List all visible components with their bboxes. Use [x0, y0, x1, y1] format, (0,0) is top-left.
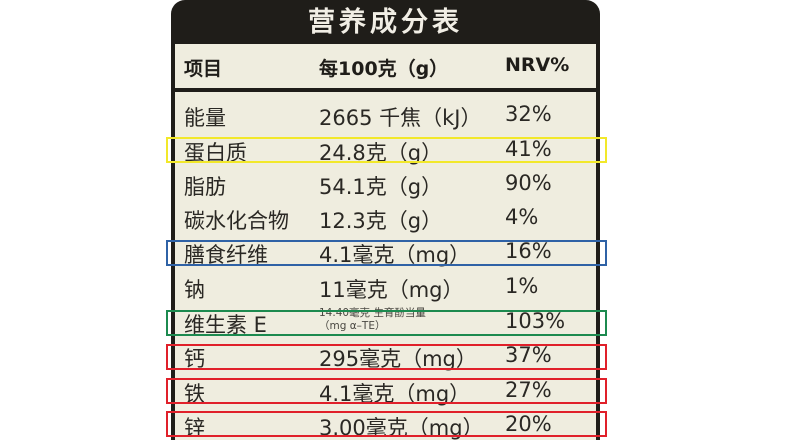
row-nrv: 4% [505, 205, 539, 229]
row-nrv: 27% [505, 378, 552, 402]
row-item: 铁 [184, 382, 205, 406]
row-amount: 4.1毫克（mg） [319, 243, 471, 267]
table-row: 蛋白质 24.8克（g） 41% [175, 133, 596, 167]
row-amount: 12.3克（g） [319, 209, 443, 233]
row-item: 蛋白质 [184, 141, 247, 165]
row-nrv: 1% [505, 274, 539, 298]
row-nrv: 41% [505, 137, 552, 161]
row-item: 脂肪 [184, 175, 226, 199]
table-header: 项目 每100克（g） NRV% [175, 44, 596, 92]
row-amount: 54.1克（g） [319, 175, 443, 199]
nutrition-table: 项目 每100克（g） NRV% 能量 2665 千焦（kJ） 32% 蛋白质 … [175, 44, 596, 440]
row-amount: 3.00毫克（mg） [319, 416, 484, 440]
row-amount: 24.8克（g） [319, 141, 443, 165]
row-nrv: 20% [505, 412, 552, 436]
table-row: 锌 3.00毫克（mg） 20% [175, 408, 596, 440]
row-amount-line1: 14.40毫克 生育酚当量 [319, 307, 426, 319]
table-row: 钙 295毫克（mg） 37% [175, 339, 596, 373]
row-nrv: 37% [505, 343, 552, 367]
table-row: 钠 11毫克（mg） 1% [175, 270, 596, 304]
header-amount: 每100克（g） [319, 58, 449, 80]
table-row: 铁 4.1毫克（mg） 27% [175, 374, 596, 408]
nutrition-title: 营养成分表 [308, 7, 463, 38]
row-amount: 4.1毫克（mg） [319, 382, 471, 406]
table-row: 脂肪 54.1克（g） 90% [175, 167, 596, 201]
nutrition-label: 营养成分表 项目 每100克（g） NRV% 能量 2665 千焦（kJ） 32… [171, 0, 600, 440]
row-item: 维生素 E [184, 313, 267, 337]
row-amount: 2665 千焦（kJ） [319, 106, 482, 130]
row-amount-line2: （mg α–TE） [319, 320, 386, 332]
row-item: 能量 [184, 106, 226, 130]
row-amount: 11毫克（mg） [319, 278, 464, 302]
row-nrv: 16% [505, 239, 552, 263]
row-item: 钙 [184, 347, 205, 371]
row-item: 碳水化合物 [184, 209, 289, 233]
table-row: 能量 2665 千焦（kJ） 32% [175, 98, 596, 132]
row-item: 钠 [184, 278, 205, 302]
row-nrv: 103% [505, 309, 566, 333]
row-nrv: 32% [505, 102, 552, 126]
row-nrv: 90% [505, 171, 552, 195]
row-amount: 14.40毫克 生育酚当量 （mg α–TE） [319, 307, 426, 333]
header-item: 项目 [184, 58, 223, 80]
row-item: 膳食纤维 [184, 243, 268, 267]
table-row: 维生素 E 14.40毫克 生育酚当量 （mg α–TE） 103% [175, 305, 596, 339]
header-nrv: NRV% [505, 54, 570, 76]
table-row: 膳食纤维 4.1毫克（mg） 16% [175, 235, 596, 269]
table-row: 碳水化合物 12.3克（g） 4% [175, 201, 596, 235]
row-amount: 295毫克（mg） [319, 347, 477, 371]
row-item: 锌 [184, 416, 205, 440]
